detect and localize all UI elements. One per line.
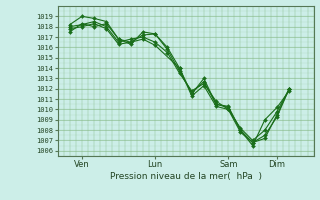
X-axis label: Pression niveau de la mer(  hPa  ): Pression niveau de la mer( hPa ) — [109, 172, 262, 181]
